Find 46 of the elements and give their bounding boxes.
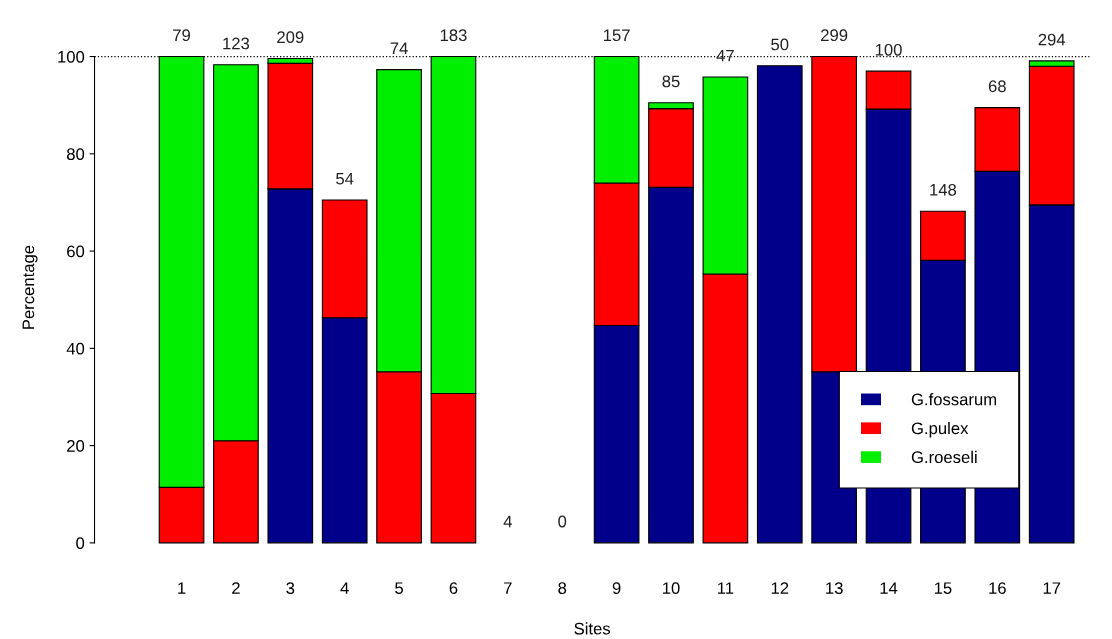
annotation: 299 xyxy=(821,29,848,42)
y-tick-label: 100 xyxy=(58,50,85,63)
annotation: 74 xyxy=(390,42,408,55)
annotation: 209 xyxy=(277,31,304,44)
y-tick-label: 60 xyxy=(67,245,85,258)
y-tick-label: 80 xyxy=(66,148,85,161)
x-tick-label: 2 xyxy=(232,582,240,594)
legend-label: G.fossarum xyxy=(911,393,997,406)
annotation: 0 xyxy=(558,515,567,528)
x-tick-label: 9 xyxy=(612,582,621,595)
annotation: 4 xyxy=(503,515,512,528)
x-tick-label: 13 xyxy=(826,582,843,595)
y-axis-title: Percentage xyxy=(22,245,38,329)
x-tick-label: 15 xyxy=(934,582,952,595)
annotation: 123 xyxy=(223,37,250,50)
legend-label: G.pulex xyxy=(911,421,969,438)
x-tick-label: 8 xyxy=(558,582,567,595)
annotation: 294 xyxy=(1038,33,1066,46)
x-tick-label: 17 xyxy=(1043,582,1061,594)
annotation: 148 xyxy=(930,183,957,196)
annotation: 157 xyxy=(603,29,630,42)
x-tick-label: 3 xyxy=(286,582,295,595)
x-axis-title: Sites xyxy=(574,622,611,635)
annotation: 50 xyxy=(771,38,789,51)
annotation: 47 xyxy=(716,49,734,62)
annotation: 68 xyxy=(988,80,1006,93)
legend-label: G.roeseli xyxy=(911,450,977,464)
bar xyxy=(756,65,803,544)
x-tick-label: 14 xyxy=(880,582,898,594)
x-tick-label: 11 xyxy=(718,582,734,594)
annotation: 183 xyxy=(440,29,467,42)
y-tick-label: 0 xyxy=(76,537,85,550)
x-tick-label: 16 xyxy=(989,582,1006,595)
annotation: 100 xyxy=(875,43,902,56)
annotation: 85 xyxy=(662,75,680,88)
x-tick-label: 6 xyxy=(449,582,458,595)
annotation: 79 xyxy=(173,29,191,42)
x-tick-label: 4 xyxy=(340,582,349,594)
annotation: 54 xyxy=(336,172,354,185)
x-tick-label: 7 xyxy=(504,582,512,594)
y-tick-label: 20 xyxy=(67,440,85,452)
x-tick-label: 1 xyxy=(178,582,186,594)
x-tick-label: 5 xyxy=(395,582,404,595)
y-tick-label: 40 xyxy=(66,342,85,355)
x-tick-label: 12 xyxy=(771,582,789,594)
x-tick-label: 10 xyxy=(663,582,680,595)
